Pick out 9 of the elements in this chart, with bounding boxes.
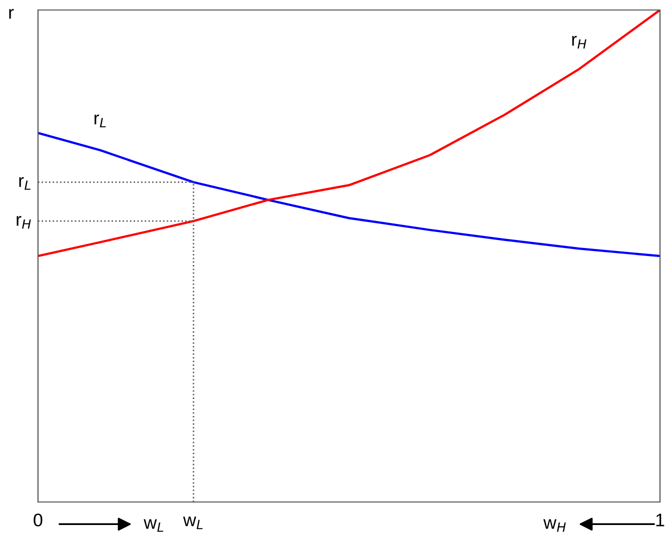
ref-line-label: r$_{H}$ — [16, 216, 31, 229]
x-tick-label: 1 — [656, 514, 664, 526]
x-tick-label: 0 — [34, 514, 42, 526]
y-axis-title: r — [9, 8, 14, 19]
x-tick-label: w$_{L}$ — [183, 516, 203, 530]
ref-line-label: r$_{L}$ — [19, 177, 31, 190]
series-label: r$_{L}$ — [94, 114, 106, 128]
text: w$_{H}$ — [543, 519, 566, 532]
series-label: r$_{H}$ — [572, 36, 586, 49]
